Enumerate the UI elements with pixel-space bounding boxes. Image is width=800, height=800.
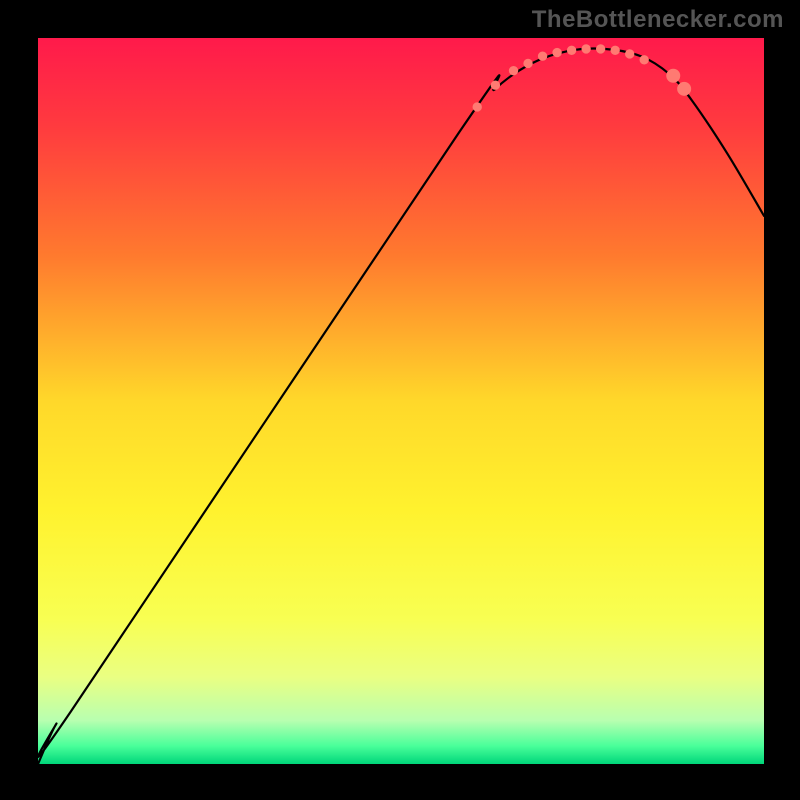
curve-marker [524, 59, 532, 67]
chart-container: TheBottlenecker.com [0, 0, 800, 800]
curve-marker [509, 66, 517, 74]
curve-marker [582, 45, 590, 53]
watermark-text: TheBottlenecker.com [532, 6, 784, 34]
curve-marker [553, 48, 561, 56]
plot-background [38, 38, 764, 764]
curve-marker [678, 82, 691, 95]
curve-marker [640, 56, 648, 64]
bottleneck-curve-chart [0, 0, 800, 800]
curve-marker [625, 50, 633, 58]
curve-marker [611, 46, 619, 54]
curve-marker [538, 52, 546, 60]
curve-marker [596, 45, 604, 53]
curve-marker [473, 103, 481, 111]
curve-marker [667, 69, 680, 82]
curve-marker [491, 81, 499, 89]
curve-marker [567, 46, 575, 54]
